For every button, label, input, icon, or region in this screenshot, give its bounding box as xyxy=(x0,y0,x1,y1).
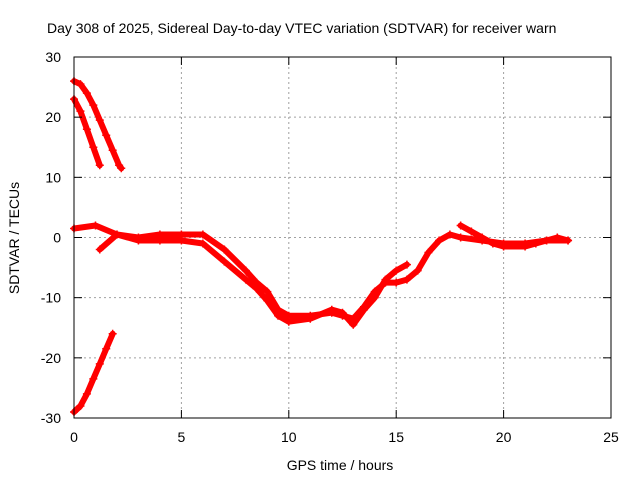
y-tick-label: 10 xyxy=(45,169,61,185)
data-point xyxy=(95,245,104,254)
data-point xyxy=(263,296,272,305)
series-main-trend-b xyxy=(95,230,411,329)
data-point xyxy=(82,389,91,398)
data-point xyxy=(467,227,476,236)
data-point xyxy=(424,248,433,257)
data-point xyxy=(521,242,530,251)
data-point xyxy=(82,89,91,98)
data-point xyxy=(89,101,98,110)
data-point xyxy=(402,275,411,284)
data-point xyxy=(112,230,121,239)
data-point xyxy=(456,233,465,242)
data-point xyxy=(564,236,573,245)
x-axis-label: GPS time / hours xyxy=(287,457,394,473)
data-point xyxy=(198,230,207,239)
x-tick-label: 0 xyxy=(70,429,78,445)
x-tick-label: 25 xyxy=(603,429,619,445)
data-point xyxy=(370,293,379,302)
data-point xyxy=(359,305,368,314)
y-tick-label: -30 xyxy=(41,410,61,426)
data-point xyxy=(95,359,104,368)
x-tick-label: 5 xyxy=(178,429,186,445)
data-point xyxy=(349,320,358,329)
series-layer xyxy=(70,77,573,416)
data-point xyxy=(488,239,497,248)
data-point xyxy=(478,233,487,242)
data-point xyxy=(220,245,229,254)
data-point xyxy=(531,239,540,248)
data-point xyxy=(91,221,100,230)
data-point xyxy=(155,236,164,245)
data-point xyxy=(220,257,229,266)
series-line xyxy=(457,222,571,250)
series-arc-3 xyxy=(70,329,117,416)
data-point xyxy=(392,266,401,275)
data-point xyxy=(89,143,98,152)
x-tick-label: 20 xyxy=(496,429,512,445)
data-point xyxy=(456,221,465,230)
grid xyxy=(74,57,611,418)
data-point xyxy=(76,401,85,410)
data-point xyxy=(274,311,283,320)
y-tick-label: 0 xyxy=(53,230,61,246)
data-point xyxy=(338,308,347,317)
data-point xyxy=(252,284,261,293)
series-arc-1 xyxy=(70,77,126,173)
y-axis-label: SDTVAR / TECUs xyxy=(6,182,22,294)
data-point xyxy=(327,305,336,314)
data-point xyxy=(445,230,454,239)
data-point xyxy=(241,275,250,284)
data-point xyxy=(413,266,422,275)
data-point xyxy=(108,329,117,338)
data-point xyxy=(95,161,104,170)
data-point xyxy=(402,260,411,269)
data-point xyxy=(76,80,85,89)
x-tick-label: 10 xyxy=(281,429,297,445)
data-point xyxy=(198,239,207,248)
data-point xyxy=(102,344,111,353)
data-point xyxy=(76,107,85,116)
ticks: 0 5 10 15 20 25 -30 -20 -10 0 10 20 30 xyxy=(41,49,619,445)
data-point xyxy=(284,317,293,326)
data-point xyxy=(263,287,272,296)
y-tick-label: -20 xyxy=(41,350,61,366)
data-point xyxy=(381,275,390,284)
data-point xyxy=(241,266,250,275)
y-tick-label: 20 xyxy=(45,109,61,125)
data-point xyxy=(392,278,401,287)
x-tick-label: 15 xyxy=(388,429,404,445)
data-point xyxy=(134,236,143,245)
data-point xyxy=(117,164,126,173)
series-late-arc xyxy=(456,221,573,251)
data-point xyxy=(435,236,444,245)
data-point xyxy=(177,236,186,245)
data-point xyxy=(108,146,117,155)
data-point xyxy=(306,314,315,323)
y-tick-label: -10 xyxy=(41,290,61,306)
data-point xyxy=(82,125,91,134)
y-tick-label: 30 xyxy=(45,49,61,65)
data-point xyxy=(102,131,111,140)
data-point xyxy=(89,374,98,383)
data-point xyxy=(499,242,508,251)
chart-title: Day 308 of 2025, Sidereal Day-to-day VTE… xyxy=(47,20,556,36)
data-point xyxy=(542,236,551,245)
data-point xyxy=(553,233,562,242)
data-point xyxy=(95,116,104,125)
